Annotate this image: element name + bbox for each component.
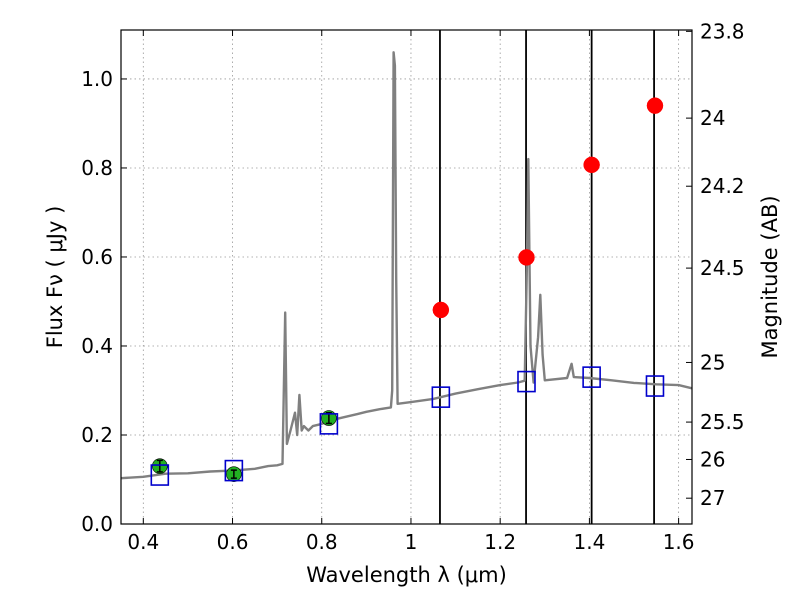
y-tick-label: 0.4 (81, 334, 113, 358)
axis-ticks: 0.4 0.6 0.8 1 1.2 1.4 1.6 0.0 0.2 0.4 0.6 0.8 1.0 23.… (81, 19, 744, 554)
red-data-point (646, 97, 664, 114)
y-tick-label: 1.0 (81, 67, 113, 91)
plot-frame (120, 29, 693, 525)
x-tick-label: 0.4 (127, 530, 159, 554)
blue-square-marker (431, 386, 451, 408)
blue-square-marker (150, 464, 170, 486)
x-tick-label: 1 (405, 530, 418, 554)
x-tick-label: 1.2 (484, 530, 516, 554)
blue-square-marker (224, 459, 244, 482)
blue-square-marker (319, 413, 339, 435)
right-tick-label: 24.5 (700, 256, 745, 280)
blue-square-marker (517, 370, 536, 393)
data-series (120, 51, 693, 486)
right-axis-label: Magnitude (AB) (758, 195, 782, 358)
y-tick-label: 0.0 (81, 512, 113, 536)
right-tick-label: 24 (700, 106, 725, 130)
spectrum-line (120, 51, 693, 480)
y-tick-label: 0.8 (81, 156, 113, 180)
blue-square-marker (582, 366, 601, 388)
y-tick-label: 0.2 (81, 423, 113, 447)
y-tick-label: 0.6 (81, 245, 113, 269)
right-tick-label: 24.2 (700, 174, 745, 198)
right-tick-label: 23.8 (700, 19, 745, 43)
right-tick-label: 26 (700, 447, 725, 471)
red-data-point (432, 301, 450, 319)
x-tick-label: 1.6 (663, 530, 695, 554)
right-tick-label: 27 (700, 486, 725, 510)
blue-square-marker (645, 375, 665, 397)
x-axis-label: Wavelength λ (μm) (306, 563, 507, 587)
right-tick-label: 25.5 (700, 410, 745, 434)
y-axis-label: Flux Fν ( μJy ) (43, 206, 67, 349)
x-tick-label: 1.4 (573, 530, 605, 554)
red-data-point (583, 156, 600, 174)
red-data-point (518, 249, 535, 266)
x-tick-label: 0.6 (217, 530, 249, 554)
x-tick-label: 0.8 (306, 530, 338, 554)
right-tick-label: 25 (700, 350, 725, 374)
